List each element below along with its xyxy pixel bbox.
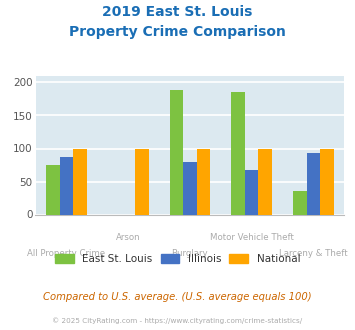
Bar xyxy=(170,90,183,214)
Text: Compared to U.S. average. (U.S. average equals 100): Compared to U.S. average. (U.S. average … xyxy=(43,292,312,302)
Bar xyxy=(258,148,272,214)
Bar xyxy=(245,170,258,214)
Legend: East St. Louis, Illinois, National: East St. Louis, Illinois, National xyxy=(55,253,300,264)
Text: Larceny & Theft: Larceny & Theft xyxy=(279,249,348,258)
Bar xyxy=(307,153,320,214)
Bar xyxy=(46,165,60,214)
Bar xyxy=(197,148,210,214)
Text: Arson: Arson xyxy=(116,233,141,242)
Text: Motor Vehicle Theft: Motor Vehicle Theft xyxy=(210,233,294,242)
Text: Burglary: Burglary xyxy=(171,249,208,258)
Bar xyxy=(320,148,334,214)
Bar xyxy=(293,191,307,214)
Bar xyxy=(135,148,148,214)
Bar xyxy=(73,148,87,214)
Bar xyxy=(183,162,197,214)
Text: 2019 East St. Louis: 2019 East St. Louis xyxy=(102,5,253,19)
Bar xyxy=(231,92,245,214)
Bar xyxy=(60,157,73,214)
Text: © 2025 CityRating.com - https://www.cityrating.com/crime-statistics/: © 2025 CityRating.com - https://www.city… xyxy=(53,317,302,324)
Text: Property Crime Comparison: Property Crime Comparison xyxy=(69,25,286,39)
Text: All Property Crime: All Property Crime xyxy=(27,249,105,258)
